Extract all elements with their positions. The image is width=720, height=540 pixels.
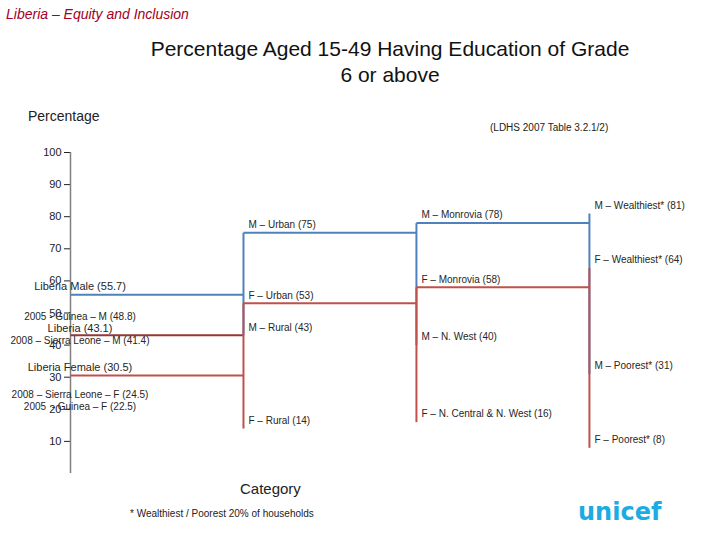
html-text:(LDHS 2007 Table 3.2.1/2): (LDHS 2007 Table 3.2.1/2): [490, 122, 609, 133]
svg-text:Liberia Female (30.5): Liberia Female (30.5): [28, 361, 133, 373]
svg-text:10: 10: [49, 435, 61, 447]
svg-text:F – N. Central & N. West (16): F – N. Central & N. West (16): [421, 408, 551, 419]
svg-text:M – Wealthiest* (81): M – Wealthiest* (81): [594, 200, 684, 211]
html-text:Percentage: Percentage: [28, 108, 100, 124]
svg-text:80: 80: [49, 210, 61, 222]
svg-text:M – Urban (75): M – Urban (75): [248, 219, 315, 230]
svg-text:M – Rural (43): M – Rural (43): [248, 322, 312, 333]
svg-text:F – Wealthiest* (64): F – Wealthiest* (64): [594, 254, 682, 265]
svg-text:2008 – Sierra Leone – F (24.5): 2008 – Sierra Leone – F (24.5): [12, 389, 149, 400]
svg-text:2005 - Guinea – M (48.8): 2005 - Guinea – M (48.8): [24, 311, 136, 322]
html-text:unicef: unicef: [578, 498, 662, 526]
html-text:* Wealthiest / Poorest 20% of: * Wealthiest / Poorest 20% of households: [130, 508, 314, 519]
svg-text:F – Urban (53): F – Urban (53): [248, 290, 313, 301]
svg-text:2005 - Guinea – F (22.5): 2005 - Guinea – F (22.5): [24, 401, 136, 412]
svg-text:Liberia Male (55.7): Liberia Male (55.7): [34, 280, 126, 292]
svg-text:M – Monrovia (78): M – Monrovia (78): [421, 209, 502, 220]
svg-text:30: 30: [49, 370, 62, 383]
svg-text:100: 100: [43, 146, 61, 158]
svg-text:F – Monrovia (58): F – Monrovia (58): [421, 274, 500, 285]
svg-text:F – Rural (14): F – Rural (14): [248, 415, 310, 426]
html-text:Category: Category: [240, 480, 301, 497]
svg-text:70: 70: [49, 242, 61, 254]
svg-text:F – Poorest* (8): F – Poorest* (8): [594, 434, 665, 445]
html-text:Liberia – Equity and Inclusion: Liberia – Equity and Inclusion: [6, 6, 189, 22]
svg-text:90: 90: [49, 178, 61, 190]
svg-text:M – N. West (40): M – N. West (40): [421, 331, 496, 342]
svg-text:2008 – Sierra Leone – M (41.4): 2008 – Sierra Leone – M (41.4): [11, 335, 150, 346]
svg-text:M – Poorest* (31): M – Poorest* (31): [594, 360, 672, 371]
html-text:Percentage Aged 15-49 Having E: Percentage Aged 15-49 Having Education o…: [150, 37, 630, 86]
svg-text:Liberia (43.1): Liberia (43.1): [48, 322, 113, 334]
